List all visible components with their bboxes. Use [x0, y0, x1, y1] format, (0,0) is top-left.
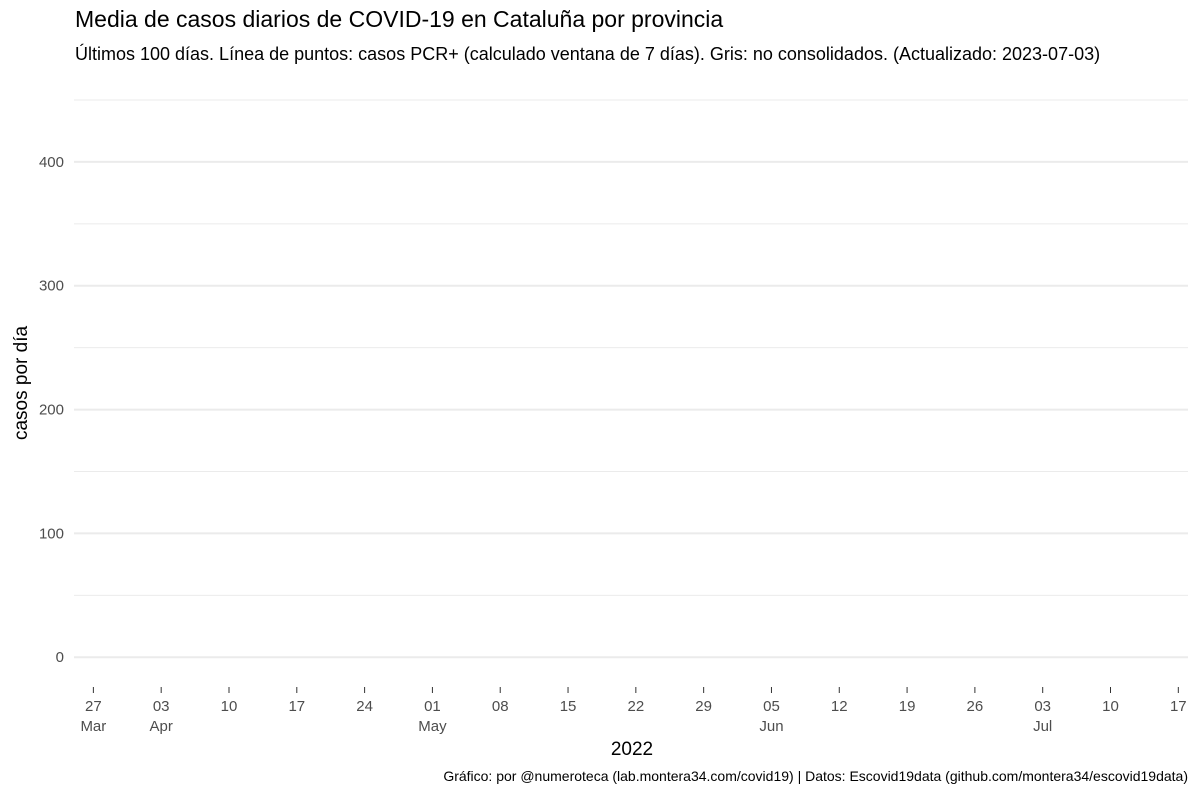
x-tick-label: 17	[288, 698, 305, 715]
x-tick-label: 15	[560, 698, 577, 715]
x-tick-label: 24	[356, 698, 373, 715]
y-tick-label: 300	[39, 278, 64, 295]
x-tick-month-label: Apr	[150, 718, 173, 735]
x-tick-label: 27	[85, 698, 102, 715]
y-axis-ticks: 0 100 200 300 400	[39, 154, 64, 666]
grid-lines	[74, 99, 1188, 659]
x-tick-label: 12	[831, 698, 848, 715]
x-tick-label: 17	[1170, 698, 1187, 715]
y-axis-title: casos por día	[11, 326, 32, 440]
x-tick-month-label: Mar	[80, 718, 106, 735]
y-tick-label: 0	[56, 649, 64, 666]
chart-caption: Gráfico: por @numeroteca (lab.montera34.…	[443, 768, 1188, 784]
x-tick-month-label: Jun	[759, 718, 783, 735]
x-axis-ticks: 27 Mar 03 Apr 10 17 24 01 May 08 15 22 29 05 Jun 12 19 26…	[80, 687, 1187, 735]
y-tick-label: 100	[39, 525, 64, 542]
y-tick-label: 200	[39, 402, 64, 419]
y-tick-label: 400	[39, 154, 64, 171]
x-tick-label: 19	[899, 698, 916, 715]
chart-subtitle: Últimos 100 días. Línea de puntos: casos…	[75, 44, 1101, 64]
x-tick-label: 22	[627, 698, 644, 715]
x-tick-label: 05	[763, 698, 780, 715]
x-tick-label: 03	[153, 698, 170, 715]
x-tick-label: 29	[695, 698, 712, 715]
x-tick-label: 08	[492, 698, 509, 715]
chart-title: Media de casos diarios de COVID-19 en Ca…	[75, 6, 724, 32]
x-tick-label: 10	[1102, 698, 1119, 715]
x-tick-month-label: Jul	[1033, 718, 1052, 735]
x-tick-label: 01	[424, 698, 441, 715]
x-tick-label: 26	[967, 698, 984, 715]
x-axis-title: 2022	[611, 739, 653, 760]
x-tick-label: 10	[221, 698, 238, 715]
x-tick-month-label: May	[418, 718, 447, 735]
x-tick-label: 03	[1034, 698, 1051, 715]
